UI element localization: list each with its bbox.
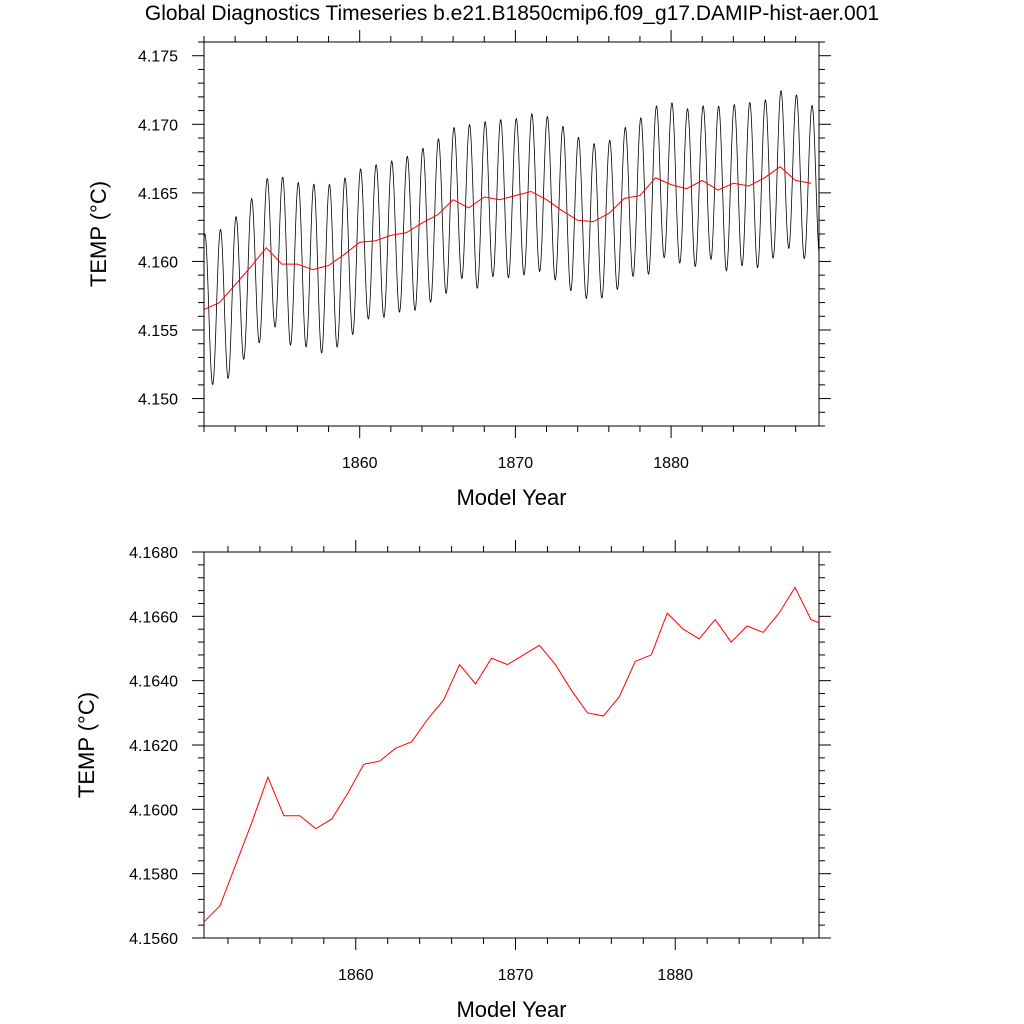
- bottom-y-tick-label: 4.1640: [129, 674, 178, 691]
- bottom-y-tick-label: 4.1560: [129, 931, 178, 948]
- bottom-y-tick-label: 4.1680: [129, 545, 178, 562]
- top-y-tick-label: 4.150: [138, 392, 178, 409]
- bottom-y-tick-label: 4.1620: [129, 738, 178, 755]
- top-y-tick-label: 4.170: [138, 117, 178, 134]
- bottom-plot-frame: [203, 551, 820, 939]
- bottom-x-axis-title: Model Year: [456, 997, 566, 1022]
- top-x-axis-title: Model Year: [456, 485, 566, 510]
- bottom-x-tick-label: 1870: [498, 967, 534, 984]
- top-annual-mean-series-line: [204, 166, 812, 310]
- top-y-tick-label: 4.165: [138, 186, 178, 203]
- top-monthly-series-line: [204, 89, 819, 385]
- top-y-axis-title: TEMP (°C): [86, 181, 111, 287]
- top-y-tick-label: 4.155: [138, 323, 178, 340]
- bottom-y-axis-title: TEMP (°C): [74, 692, 99, 798]
- top-panel: 4.150 4.155 4.160 4.165 4.170 4.175 1860 1870 18…: [86, 30, 831, 510]
- top-x-tick-label: 1860: [342, 455, 378, 472]
- top-y-tick-label: 4.160: [138, 254, 178, 271]
- page-title: Global Diagnostics Timeseries b.e21.B185…: [144, 2, 880, 25]
- bottom-x-tick-label: 1880: [657, 967, 693, 984]
- bottom-annual-mean-series-line: [204, 586, 819, 923]
- bottom-y-tick-label: 4.1600: [129, 802, 178, 819]
- bottom-x-tick-label: 1860: [338, 967, 374, 984]
- bottom-y-tick-label: 4.1580: [129, 867, 178, 884]
- top-y-tick-label: 4.175: [138, 49, 178, 66]
- bottom-y-tick-label: 4.1660: [129, 609, 178, 626]
- top-x-tick-label: 1880: [653, 455, 689, 472]
- bottom-panel: 4.1560 4.1580 4.1600 4.1620 4.1640 4.1660 4.16…: [74, 540, 831, 1022]
- top-x-tick-label: 1870: [498, 455, 534, 472]
